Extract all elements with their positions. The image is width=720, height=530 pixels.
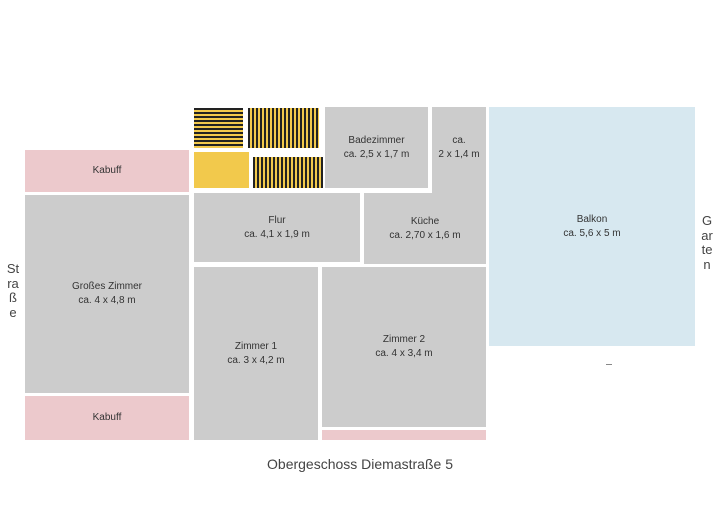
room-size: ca. 4 x 3,4 m xyxy=(375,348,433,359)
room-name: Zimmer 2 xyxy=(382,334,426,345)
room-name: Zimmer 1 xyxy=(234,340,278,352)
stairs-lower xyxy=(253,157,323,188)
room-name: Kabuff xyxy=(92,165,122,176)
room-name: Balkon xyxy=(576,213,608,225)
kueche: Küche ca. 2,70 x 1,6 m xyxy=(364,193,486,264)
room-name: Großes Zimmer xyxy=(72,281,142,292)
kabuff-bottom: Kabuff xyxy=(25,396,189,440)
zimmer-1: Zimmer 1 ca. 3 x 4,2 m xyxy=(194,267,318,440)
plan-title: Obergeschoss Diemastraße 5 xyxy=(267,456,453,472)
garden-label: Garten xyxy=(701,213,713,272)
room-size: ca. 2,70 x 1,6 m xyxy=(389,229,461,241)
room-size: ca. 5,6 x 5 m xyxy=(563,227,621,239)
room-size: 2 x 1,4 m xyxy=(438,148,480,160)
room-name: ca. xyxy=(452,134,466,146)
kabuff-top: Kabuff xyxy=(25,150,189,192)
stairs-upper-left xyxy=(194,108,243,148)
room-size: ca. 2,5 x 1,7 m xyxy=(343,148,410,160)
small-room: ca. 2 x 1,4 m xyxy=(432,107,486,188)
room-size: ca. 4 x 4,8 m xyxy=(78,295,136,306)
room-name: Kabuff xyxy=(92,412,122,423)
stairs-upper-right xyxy=(248,108,319,148)
badezimmer: Badezimmer ca. 2,5 x 1,7 m xyxy=(325,107,428,188)
zimmer-2: Zimmer 2 ca. 4 x 3,4 m xyxy=(322,267,486,427)
room-name: Badezimmer xyxy=(348,134,405,146)
room-name: Küche xyxy=(410,215,440,227)
tick-mark xyxy=(606,364,612,365)
room-size: ca. 3 x 4,2 m xyxy=(227,354,285,366)
room-size: ca. 4,1 x 1,9 m xyxy=(244,228,310,240)
flur: Flur ca. 4,1 x 1,9 m xyxy=(194,193,360,262)
stair-landing xyxy=(194,152,249,188)
street-label: Straße xyxy=(6,261,20,320)
room-name: Flur xyxy=(268,214,286,226)
balkon: Balkon ca. 5,6 x 5 m xyxy=(489,107,695,346)
small-room-lower-connector xyxy=(432,188,486,194)
storage-strip xyxy=(322,430,486,440)
grosses-zimmer: Großes Zimmer ca. 4 x 4,8 m xyxy=(25,195,189,393)
